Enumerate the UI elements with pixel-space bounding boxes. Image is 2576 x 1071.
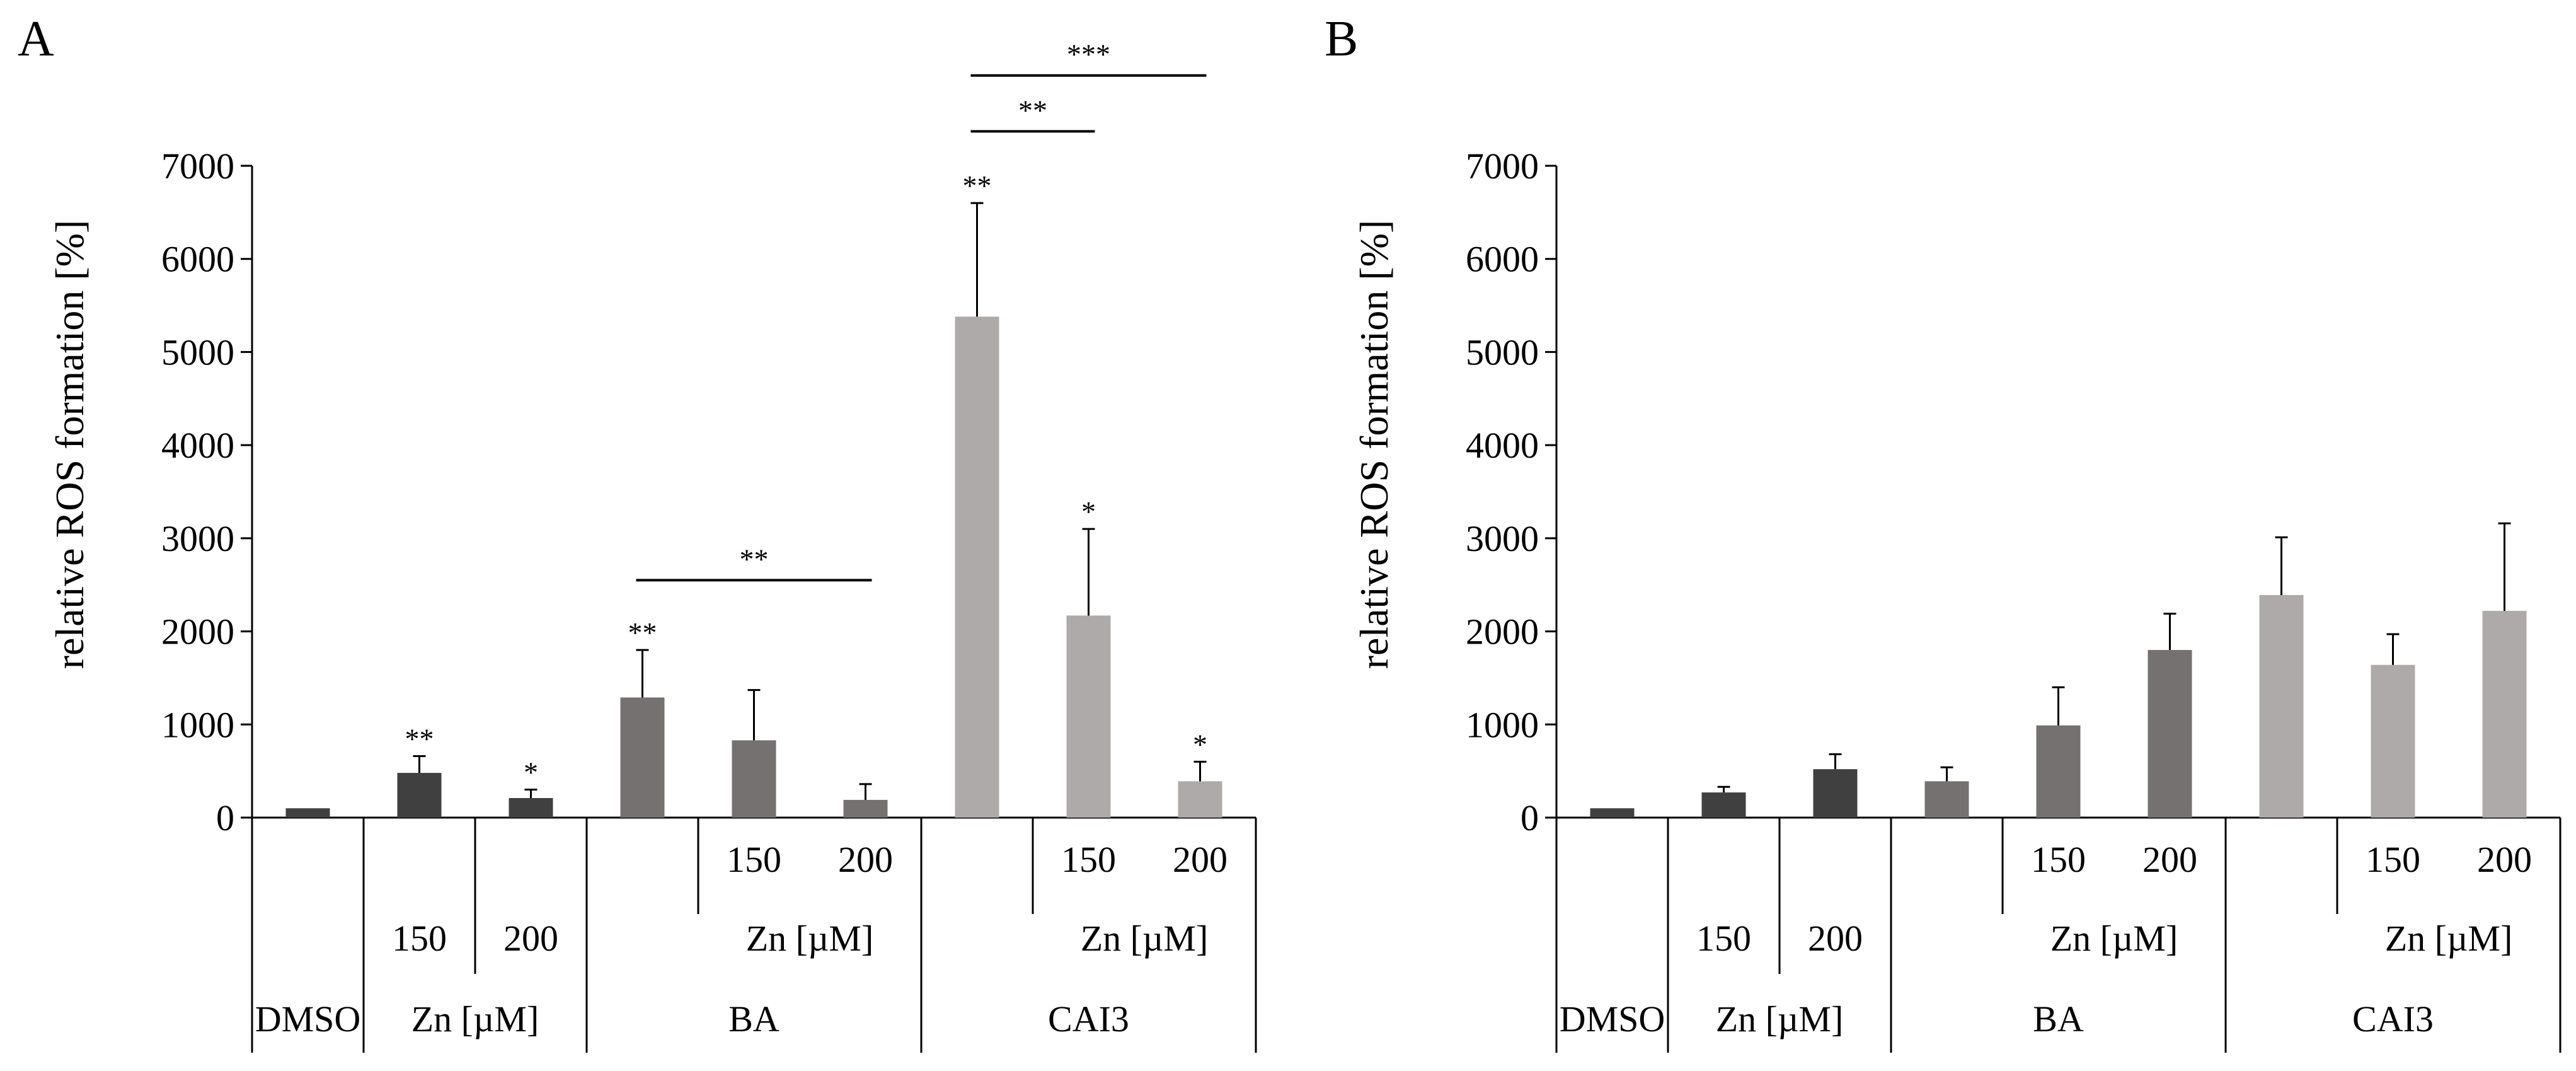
comparison-marker: **	[740, 543, 769, 575]
zn-concentration-label: 200	[503, 918, 558, 959]
concentration-label: 150	[727, 839, 781, 880]
group-label: CAI3	[2352, 999, 2434, 1039]
y-tick-label: 3000	[1466, 518, 1539, 559]
y-tick-label: 4000	[1466, 425, 1539, 466]
comparison-marker: ***	[1067, 38, 1110, 71]
zn-unit-label: Zn [µM]	[2050, 918, 2178, 959]
bar-dmso-0	[285, 808, 330, 818]
y-tick-label: 0	[1521, 797, 1539, 838]
bar-cai3-7	[2371, 664, 2415, 818]
y-tick-label: 1000	[1466, 704, 1539, 745]
zn-concentration-label: 150	[1696, 918, 1751, 959]
concentration-label: 200	[2477, 839, 2532, 880]
bar-zn-2	[1813, 769, 1858, 818]
zn-concentration-label: 150	[392, 918, 447, 959]
concentration-label: 150	[1061, 839, 1116, 880]
y-tick-label: 5000	[161, 332, 234, 373]
significance-marker: *	[524, 756, 538, 789]
y-tick-label: 0	[216, 797, 234, 838]
group-label: Zn [µM]	[411, 999, 539, 1039]
group-label: DMSO	[1560, 999, 1665, 1039]
bar-zn-2	[509, 797, 553, 818]
y-tick-label: 7000	[161, 146, 234, 187]
concentration-label: 200	[1173, 839, 1228, 880]
panel-label: A	[18, 11, 54, 67]
y-axis-label: relative ROS formation [%]	[1352, 220, 1396, 669]
y-tick-label: 3000	[161, 518, 234, 559]
y-tick-label: 2000	[161, 611, 234, 652]
y-tick-label: 1000	[161, 704, 234, 745]
group-label: DMSO	[255, 999, 361, 1039]
concentration-label: 200	[2142, 839, 2197, 880]
bar-ba-5	[2148, 650, 2192, 818]
panel-label: B	[1325, 11, 1358, 67]
significance-marker: *	[1081, 495, 1096, 528]
y-tick-label: 6000	[161, 239, 234, 280]
bar-zn-1	[397, 773, 442, 818]
concentration-label: 150	[2366, 839, 2420, 880]
bar-cai3-6	[2259, 594, 2304, 818]
concentration-label: 200	[838, 839, 893, 880]
significance-marker: **	[963, 170, 992, 202]
comparison-marker: **	[1018, 94, 1047, 126]
bar-cai3-7	[1066, 615, 1111, 818]
bar-ba-3	[1924, 781, 1969, 818]
zn-unit-label: Zn [µM]	[1081, 918, 1209, 959]
bar-ba-4	[732, 740, 776, 818]
bar-ba-3	[620, 697, 665, 818]
y-tick-label: 5000	[1466, 332, 1539, 373]
zn-concentration-label: 200	[1808, 918, 1863, 959]
group-label: BA	[2033, 999, 2084, 1039]
zn-unit-label: Zn [µM]	[746, 918, 874, 959]
significance-marker: **	[405, 723, 434, 755]
bar-cai3-8	[2482, 611, 2527, 818]
group-label: BA	[728, 999, 779, 1039]
significance-marker: *	[1193, 728, 1207, 760]
bar-cai3-6	[955, 316, 999, 818]
bar-ba-4	[2036, 725, 2081, 818]
group-label: Zn [µM]	[1716, 999, 1844, 1039]
zn-unit-label: Zn [µM]	[2385, 918, 2513, 959]
y-tick-label: 7000	[1466, 146, 1539, 187]
y-tick-label: 2000	[1466, 611, 1539, 652]
bar-dmso-0	[1590, 808, 1635, 818]
bar-cai3-8	[1178, 781, 1222, 818]
bar-ba-5	[843, 799, 888, 818]
y-tick-label: 4000	[161, 425, 234, 466]
y-axis-label: relative ROS formation [%]	[47, 220, 92, 669]
concentration-label: 150	[2031, 839, 2086, 880]
significance-marker: **	[628, 617, 657, 649]
y-tick-label: 6000	[1466, 239, 1539, 280]
group-label: CAI3	[1048, 999, 1129, 1039]
bar-zn-1	[1701, 792, 1746, 818]
